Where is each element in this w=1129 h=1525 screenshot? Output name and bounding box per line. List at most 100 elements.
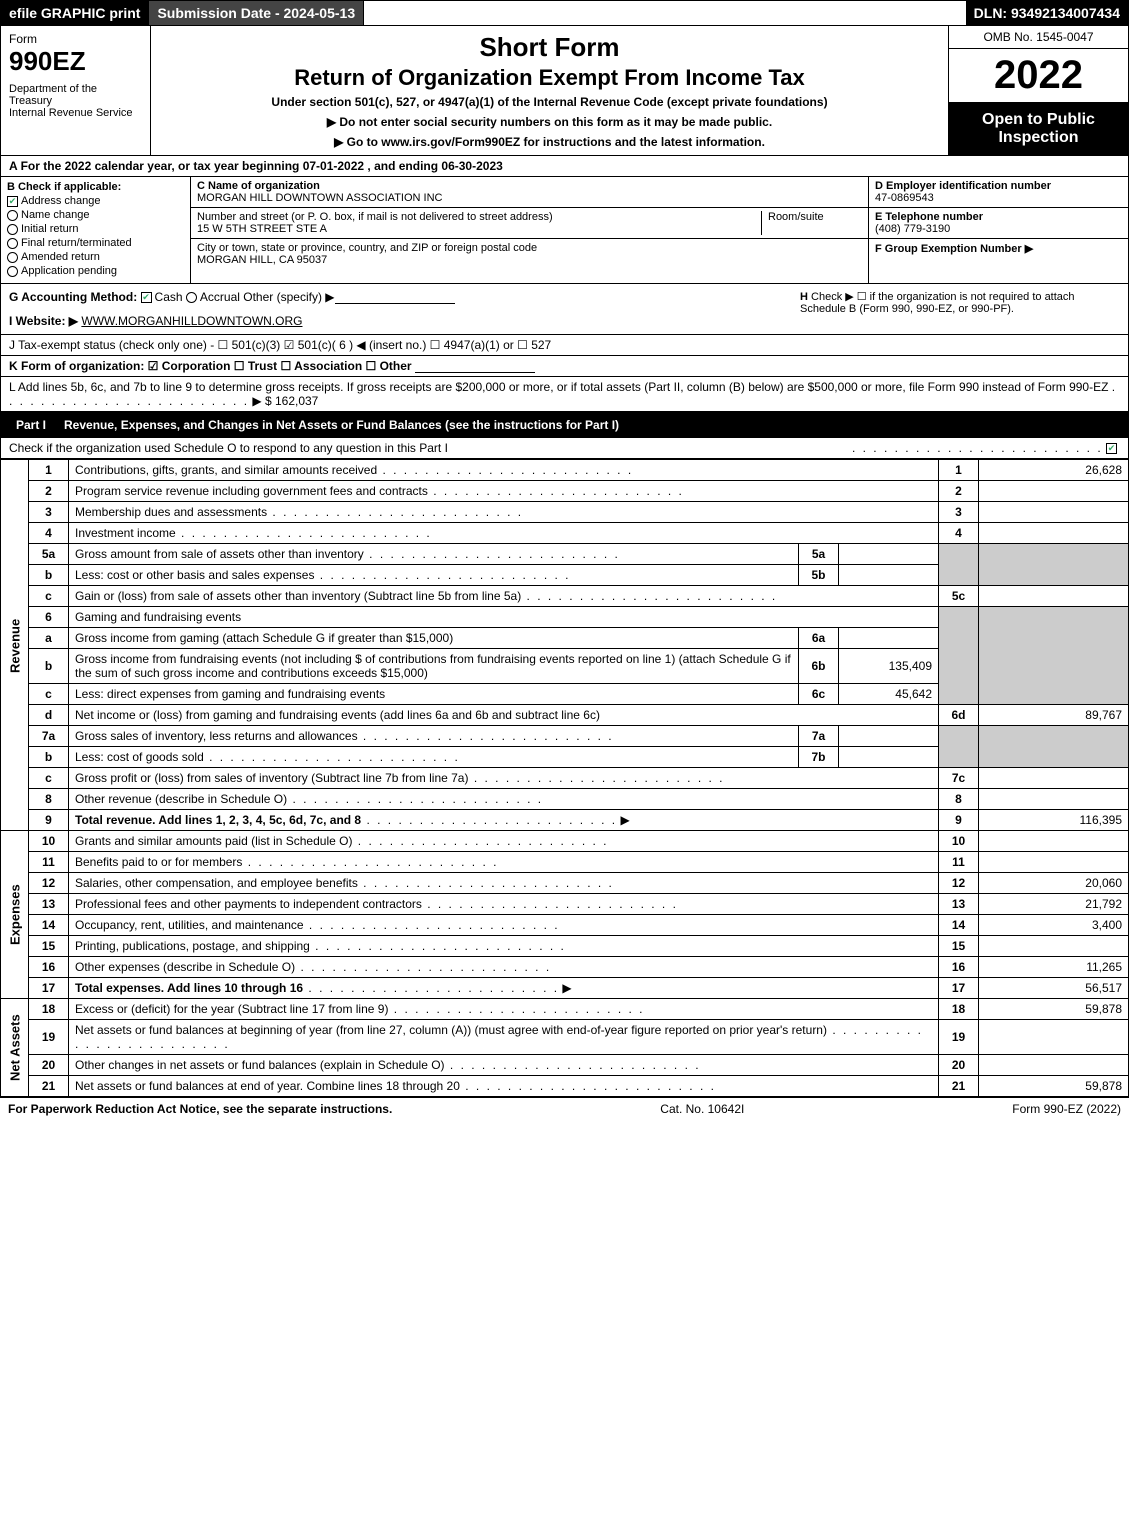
line-desc: Total expenses. Add lines 10 through 16	[75, 981, 303, 995]
ref-no: 21	[939, 1076, 979, 1097]
table-row: 9 Total revenue. Add lines 1, 2, 3, 4, 5…	[1, 810, 1129, 831]
dots	[287, 792, 543, 806]
greyed-cell	[939, 726, 979, 768]
header-right: OMB No. 1545-0047 2022 Open to Public In…	[948, 26, 1128, 155]
dots	[352, 834, 608, 848]
subamount	[839, 726, 939, 747]
addr-label: Number and street (or P. O. box, if mail…	[197, 211, 755, 223]
subref: 7a	[799, 726, 839, 747]
checkbox-application-pending[interactable]: Application pending	[7, 265, 184, 277]
dots	[304, 918, 560, 932]
check-icon[interactable]	[1106, 443, 1117, 454]
radio-icon[interactable]	[186, 292, 197, 303]
line-no: 19	[29, 1020, 69, 1055]
checkbox-final-return[interactable]: Final return/terminated	[7, 237, 184, 249]
part-1-check-text: Check if the organization used Schedule …	[9, 441, 448, 455]
city-label: City or town, state or province, country…	[197, 242, 862, 254]
section-b: B Check if applicable: Address change Na…	[1, 177, 191, 283]
dots	[521, 589, 777, 603]
line-no: 10	[29, 831, 69, 852]
chk-label: Address change	[21, 195, 101, 207]
ref-no: 9	[939, 810, 979, 831]
ref-no: 18	[939, 999, 979, 1020]
table-row: 14 Occupancy, rent, utilities, and maint…	[1, 915, 1129, 936]
ref-no: 1	[939, 460, 979, 481]
amount-value	[979, 502, 1129, 523]
table-row: Net Assets 18 Excess or (deficit) for th…	[1, 999, 1129, 1020]
ein-value: 47-0869543	[875, 192, 1122, 204]
line-no: c	[29, 586, 69, 607]
check-icon[interactable]	[141, 292, 152, 303]
dots	[204, 750, 460, 764]
dots	[377, 463, 633, 477]
ref-no: 19	[939, 1020, 979, 1055]
line-desc: Salaries, other compensation, and employ…	[75, 876, 358, 890]
table-row: 16 Other expenses (describe in Schedule …	[1, 957, 1129, 978]
table-row: c Gross profit or (loss) from sales of i…	[1, 768, 1129, 789]
ref-no: 7c	[939, 768, 979, 789]
greyed-cell	[979, 726, 1129, 768]
ref-no: 17	[939, 978, 979, 999]
website-label: I Website: ▶	[9, 314, 78, 328]
org-other-input[interactable]	[415, 359, 535, 373]
section-a-text: For the 2022 calendar year, or tax year …	[21, 159, 503, 173]
dots	[242, 855, 498, 869]
section-b-title: Check if applicable:	[18, 181, 121, 193]
room-label: Room/suite	[768, 211, 862, 223]
checkbox-name-change[interactable]: Name change	[7, 209, 184, 221]
checkbox-amended-return[interactable]: Amended return	[7, 251, 184, 263]
dots	[388, 1002, 644, 1016]
section-g: G Accounting Method: Cash Accrual Other …	[9, 290, 800, 328]
radio-icon	[7, 238, 18, 249]
section-k: K Form of organization: ☑ Corporation ☐ …	[0, 356, 1129, 377]
subamount: 135,409	[839, 649, 939, 684]
amount-value: 11,265	[979, 957, 1129, 978]
dots	[460, 1079, 716, 1093]
dots	[358, 876, 614, 890]
line-desc: Gross profit or (loss) from sales of inv…	[75, 771, 468, 785]
city-block: City or town, state or province, country…	[191, 239, 868, 269]
city-value: MORGAN HILL, CA 95037	[197, 254, 862, 266]
amount-value: 59,878	[979, 1076, 1129, 1097]
radio-icon	[7, 252, 18, 263]
line-desc: Contributions, gifts, grants, and simila…	[75, 463, 377, 477]
part-1-title: Revenue, Expenses, and Changes in Net As…	[64, 418, 619, 432]
subref: 6a	[799, 628, 839, 649]
checkbox-initial-return[interactable]: Initial return	[7, 223, 184, 235]
line-desc: Membership dues and assessments	[75, 505, 267, 519]
amount-value: 3,400	[979, 915, 1129, 936]
section-h: H Check ▶ ☐ if the organization is not r…	[800, 290, 1120, 328]
amount-value	[979, 523, 1129, 544]
greyed-cell	[939, 544, 979, 586]
other-input[interactable]	[335, 290, 455, 304]
subamount: 45,642	[839, 684, 939, 705]
amount-value	[979, 768, 1129, 789]
line-no: 16	[29, 957, 69, 978]
org-name-value: MORGAN HILL DOWNTOWN ASSOCIATION INC	[197, 192, 862, 204]
line-desc: Printing, publications, postage, and shi…	[75, 939, 310, 953]
line-no: 20	[29, 1055, 69, 1076]
page-footer: For Paperwork Reduction Act Notice, see …	[0, 1097, 1129, 1120]
table-row: 15 Printing, publications, postage, and …	[1, 936, 1129, 957]
subref: 5b	[799, 565, 839, 586]
part-1-header: Part I Revenue, Expenses, and Changes in…	[0, 412, 1129, 438]
line-no: 21	[29, 1076, 69, 1097]
omb-number: OMB No. 1545-0047	[949, 26, 1128, 49]
part-1-check-row: Check if the organization used Schedule …	[0, 438, 1129, 459]
dots	[364, 547, 620, 561]
line-no: 1	[29, 460, 69, 481]
org-name-block: C Name of organization MORGAN HILL DOWNT…	[191, 177, 868, 208]
part-1-table: Revenue 1 Contributions, gifts, grants, …	[0, 459, 1129, 1097]
website-value[interactable]: WWW.MORGANHILLDOWNTOWN.ORG	[81, 314, 302, 328]
checkbox-address-change[interactable]: Address change	[7, 195, 184, 207]
line-no: b	[29, 747, 69, 768]
line-no: 4	[29, 523, 69, 544]
section-b-letter: B	[7, 181, 15, 193]
table-row: Expenses 10 Grants and similar amounts p…	[1, 831, 1129, 852]
efile-graphic-print[interactable]: efile GRAPHIC print	[1, 1, 149, 25]
greyed-cell	[979, 544, 1129, 586]
line-desc: Less: direct expenses from gaming and fu…	[69, 684, 799, 705]
line-no: a	[29, 628, 69, 649]
table-row: 12 Salaries, other compensation, and emp…	[1, 873, 1129, 894]
line-desc: Net assets or fund balances at beginning…	[75, 1023, 827, 1037]
